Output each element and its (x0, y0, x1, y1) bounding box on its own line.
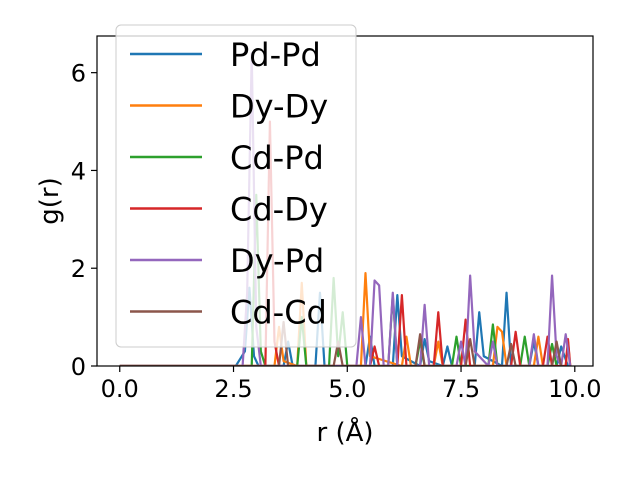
y-tick-label: 6 (71, 60, 86, 88)
y-tick-label: 2 (71, 255, 86, 283)
series-layer (119, 52, 572, 366)
series-line-cd-dy (119, 120, 572, 366)
legend-label: Cd-Cd (230, 294, 327, 332)
x-tick-label: 7.5 (442, 375, 480, 403)
x-tick-label: 5.0 (328, 375, 366, 403)
legend-label: Cd-Dy (230, 191, 328, 229)
x-tick-label: 10.0 (548, 375, 601, 403)
x-tick-label: 2.5 (214, 375, 252, 403)
y-axis: 0 2 4 6 (71, 60, 97, 381)
legend-label: Pd-Pd (230, 36, 321, 74)
series-line-dy-pd (119, 52, 572, 366)
x-tick-label: 0.0 (101, 375, 139, 403)
y-axis-label: g(r) (35, 177, 65, 224)
legend-label: Dy-Pd (230, 242, 324, 280)
x-axis: 0.0 2.5 5.0 7.5 10.0 (101, 366, 602, 403)
legend-label: Cd-Pd (230, 139, 324, 177)
y-tick-label: 0 (71, 353, 86, 381)
x-axis-label: r (Å) (316, 416, 373, 448)
y-tick-label: 4 (71, 157, 86, 185)
legend: Pd-Pd Dy-Dy Cd-Pd Cd-Dy Dy-Pd Cd-Cd (115, 24, 357, 348)
legend-label: Dy-Dy (230, 88, 328, 126)
